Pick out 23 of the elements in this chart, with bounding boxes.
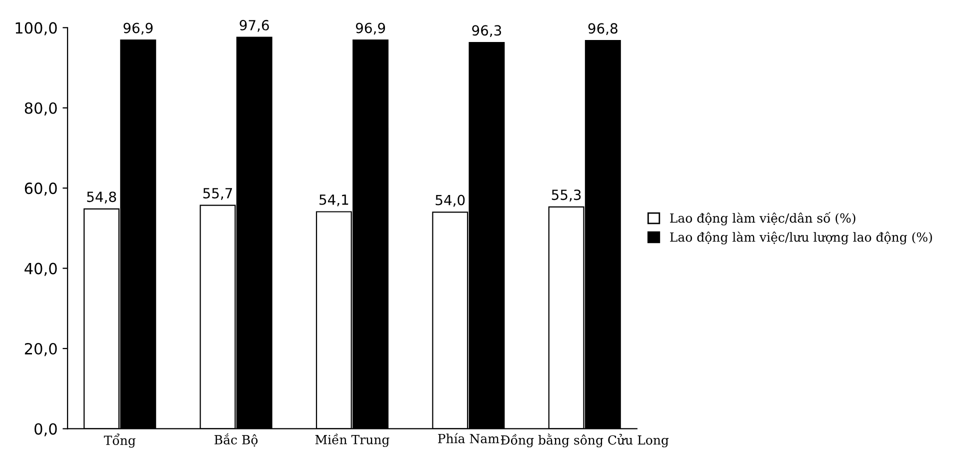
data-label: 54,8 (87, 192, 116, 204)
data-label: 96,9 (124, 22, 153, 35)
x-tick-label: Tổng (104, 434, 136, 448)
x-tick-label: Đồng bằng sông Cửu Long (500, 434, 669, 448)
data-label: 54,1 (320, 194, 348, 206)
y-tick-label: 40,0 (24, 262, 57, 276)
x-tick-label: Bắc Bộ (214, 433, 258, 447)
data-label: 55,3 (552, 190, 581, 202)
data-label: 97,6 (240, 20, 269, 32)
y-tick-label: 80,0 (24, 102, 57, 116)
x-tick-label: Phía Nam (438, 433, 500, 444)
data-label: 96,8 (588, 23, 618, 36)
y-tick-label: 20,0 (24, 342, 57, 356)
data-label: 54,0 (436, 194, 465, 207)
y-tick-label: 100,0 (16, 22, 57, 36)
legend-label: Lao động làm việc/dân số (%) (670, 212, 856, 226)
legend-label: Lao động làm việc/lưu lượng lao động (%) (670, 232, 932, 244)
data-label: 96,3 (472, 25, 502, 38)
data-label: 55,7 (203, 188, 232, 200)
y-tick-label: 0,0 (34, 423, 57, 436)
x-tick-label: Miền Trung (315, 434, 390, 447)
y-tick-label: 60,0 (24, 182, 57, 196)
data-label: 96,9 (356, 22, 386, 35)
